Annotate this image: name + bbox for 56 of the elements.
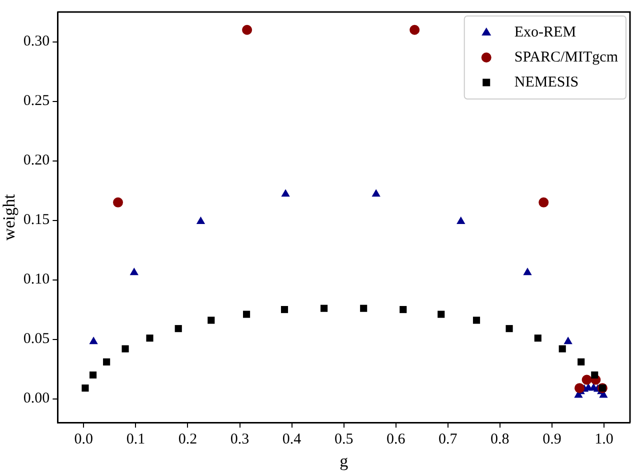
y-tick-label: 0.10 [23, 272, 50, 288]
legend-label: SPARC/MITgcm [514, 49, 618, 66]
point [196, 216, 206, 224]
point [122, 345, 129, 352]
point [582, 374, 592, 385]
point [89, 371, 97, 379]
point [578, 358, 585, 366]
point [103, 358, 110, 366]
point [400, 306, 407, 314]
y-axis-title: weight [0, 194, 19, 240]
point [574, 383, 585, 394]
point [523, 268, 532, 276]
point [146, 334, 154, 342]
x-tick-label: 0.4 [282, 432, 302, 448]
point [372, 189, 380, 197]
point [558, 345, 566, 352]
point [320, 304, 328, 312]
x-tick-label: 0.3 [230, 432, 250, 448]
point [242, 24, 252, 35]
point [360, 304, 368, 312]
point [564, 336, 572, 344]
x-tick-label: 1.0 [594, 432, 614, 448]
x-tick-label: 0.9 [542, 432, 562, 448]
point [538, 197, 549, 208]
point [472, 316, 480, 324]
y-tick-label: 0.05 [23, 331, 50, 348]
point [89, 336, 98, 344]
legend-label: NEMESIS [514, 74, 579, 90]
y-tick-label: 0.30 [23, 34, 50, 50]
point [130, 268, 138, 276]
point [281, 189, 290, 197]
point [506, 325, 513, 332]
point [438, 310, 445, 318]
x-tick-label: 0.6 [386, 432, 406, 448]
x-tick-label: 0.2 [178, 432, 198, 448]
point [280, 306, 288, 314]
x-tick-label: 0.5 [334, 432, 354, 448]
point [242, 310, 250, 318]
y-tick-label: 0.15 [23, 212, 50, 228]
point [456, 216, 466, 224]
y-tick-label: 0.00 [23, 390, 50, 407]
legend-label: Exo-REM [514, 24, 576, 40]
point [410, 24, 420, 35]
point [208, 316, 215, 324]
y-tick-label: 0.25 [23, 93, 50, 110]
x-tick-label: 0.1 [126, 432, 146, 448]
x-tick-label: 0.8 [490, 432, 510, 448]
point [82, 384, 89, 392]
point [534, 334, 542, 342]
point [591, 371, 598, 379]
x-tick-label: 0.7 [438, 432, 458, 448]
y-tick-label: 0.20 [23, 152, 50, 169]
x-tick-label: 0.0 [74, 432, 94, 448]
point [113, 197, 124, 208]
x-axis-title: g [340, 451, 349, 470]
point [174, 325, 182, 332]
